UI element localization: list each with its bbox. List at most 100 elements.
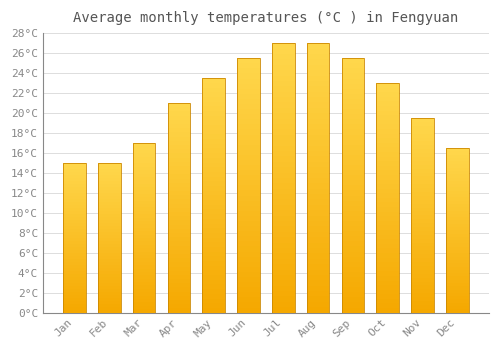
Bar — [446, 306, 468, 309]
Bar — [307, 162, 330, 167]
Bar — [63, 235, 86, 238]
Bar — [237, 201, 260, 206]
Bar — [342, 252, 364, 257]
Title: Average monthly temperatures (°C ) in Fengyuan: Average monthly temperatures (°C ) in Fe… — [74, 11, 458, 25]
Bar — [307, 280, 330, 286]
Bar — [133, 160, 156, 163]
Bar — [133, 153, 156, 156]
Bar — [342, 196, 364, 201]
Bar — [411, 293, 434, 297]
Bar — [237, 292, 260, 298]
Bar — [237, 257, 260, 262]
Bar — [63, 271, 86, 274]
Bar — [446, 276, 468, 280]
Bar — [376, 111, 399, 115]
Bar — [446, 151, 468, 155]
Bar — [63, 184, 86, 187]
Bar — [98, 268, 120, 271]
Bar — [98, 217, 120, 220]
Bar — [272, 113, 294, 119]
Bar — [376, 303, 399, 308]
Bar — [272, 60, 294, 65]
Bar — [307, 113, 330, 119]
Bar — [307, 259, 330, 264]
Bar — [98, 199, 120, 202]
Bar — [446, 168, 468, 171]
Bar — [237, 150, 260, 155]
Bar — [446, 188, 468, 191]
Bar — [237, 211, 260, 216]
Bar — [411, 301, 434, 305]
Bar — [98, 166, 120, 169]
Bar — [63, 163, 86, 166]
Bar — [63, 199, 86, 202]
Bar — [376, 225, 399, 230]
Bar — [411, 180, 434, 184]
Bar — [376, 258, 399, 262]
Bar — [342, 246, 364, 252]
Bar — [411, 192, 434, 196]
Bar — [272, 130, 294, 135]
Bar — [63, 205, 86, 208]
Bar — [411, 215, 434, 219]
Bar — [168, 204, 190, 208]
Bar — [411, 239, 434, 243]
Bar — [63, 166, 86, 169]
Bar — [272, 248, 294, 253]
Bar — [98, 175, 120, 178]
Bar — [446, 303, 468, 306]
Bar — [237, 68, 260, 74]
Bar — [237, 302, 260, 308]
Bar — [307, 54, 330, 60]
Bar — [376, 92, 399, 97]
Bar — [342, 68, 364, 74]
Bar — [133, 272, 156, 275]
Bar — [376, 134, 399, 138]
Bar — [307, 226, 330, 232]
Bar — [98, 250, 120, 253]
Bar — [133, 201, 156, 204]
Bar — [307, 86, 330, 92]
Bar — [342, 292, 364, 298]
Bar — [446, 247, 468, 250]
Bar — [133, 221, 156, 224]
Bar — [237, 145, 260, 150]
Bar — [272, 86, 294, 92]
Bar — [202, 120, 225, 125]
Bar — [63, 289, 86, 292]
Bar — [411, 297, 434, 301]
Bar — [168, 246, 190, 250]
Bar — [342, 114, 364, 119]
Bar — [376, 97, 399, 101]
Bar — [98, 235, 120, 238]
Bar — [237, 216, 260, 221]
Bar — [446, 240, 468, 244]
Bar — [237, 190, 260, 196]
Bar — [133, 194, 156, 197]
Bar — [202, 200, 225, 205]
Bar — [342, 201, 364, 206]
Bar — [98, 169, 120, 172]
Bar — [133, 248, 156, 252]
Bar — [202, 289, 225, 294]
Bar — [63, 304, 86, 307]
Bar — [237, 134, 260, 140]
Bar — [237, 99, 260, 104]
Bar — [411, 149, 434, 153]
Bar — [98, 298, 120, 301]
Bar — [411, 243, 434, 246]
Bar — [376, 198, 399, 202]
Bar — [98, 190, 120, 193]
Bar — [342, 58, 364, 313]
Bar — [168, 279, 190, 283]
Bar — [376, 285, 399, 290]
Bar — [272, 70, 294, 76]
Bar — [133, 258, 156, 262]
Bar — [237, 130, 260, 134]
Bar — [237, 206, 260, 211]
Bar — [342, 298, 364, 302]
Bar — [237, 241, 260, 246]
Bar — [133, 180, 156, 184]
Bar — [307, 173, 330, 178]
Bar — [272, 43, 294, 313]
